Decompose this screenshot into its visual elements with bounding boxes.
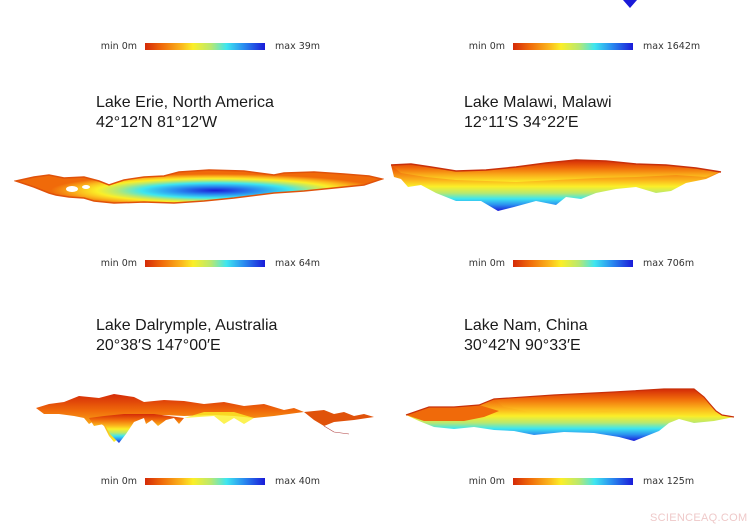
watermark: SCIENCEAQ.COM — [650, 512, 748, 524]
colorbar — [513, 259, 633, 267]
lake-name: Lake Erie, North America — [96, 94, 274, 111]
depth-legend-40m: min 0m max 40m — [101, 474, 320, 488]
legend-min-label: min 0m — [468, 40, 505, 52]
colorbar — [145, 477, 265, 485]
lake-erie-bathymetry — [14, 169, 384, 204]
lake-coordinates: 42°12′N 81°12′W — [96, 114, 218, 131]
depth-legend-39m: min 0m max 39m — [101, 39, 320, 53]
legend-max-label: max 39m — [275, 40, 321, 52]
colorbar — [513, 42, 633, 50]
lake-coordinates: 20°38′S 147°00′E — [96, 337, 221, 354]
legend-min-label: min 0m — [100, 475, 137, 487]
lake-name: Lake Malawi, Malawi — [464, 94, 612, 111]
legend-max-label: max 706m — [643, 257, 695, 269]
lake-malawi-title: Lake Malawi, Malawi 12°11′S 34°22′E — [464, 93, 612, 133]
legend-min-label: min 0m — [100, 257, 137, 269]
legend-max-label: max 125m — [643, 475, 695, 487]
depth-legend-125m: min 0m max 125m — [469, 474, 694, 488]
legend-max-label: max 64m — [275, 257, 321, 269]
lake-coordinates: 12°11′S 34°22′E — [464, 114, 579, 131]
lake-dalrymple-bathymetry — [36, 394, 374, 443]
lake-malawi-bathymetry — [390, 159, 722, 211]
lake-dalrymple-title: Lake Dalrymple, Australia 20°38′S 147°00… — [96, 316, 277, 356]
legend-min-label: min 0m — [468, 475, 505, 487]
legend-max-label: max 40m — [275, 475, 321, 487]
colorbar — [145, 42, 265, 50]
lake-erie-title: Lake Erie, North America 42°12′N 81°12′W — [96, 93, 274, 133]
legend-max-label: max 1642m — [643, 40, 701, 52]
depth-legend-1642m: min 0m max 1642m — [469, 39, 700, 53]
colorbar — [513, 477, 633, 485]
lake-name: Lake Nam, China — [464, 317, 588, 334]
depth-legend-706m: min 0m max 706m — [469, 256, 694, 270]
lake-coordinates: 30°42′N 90°33′E — [464, 337, 581, 354]
lake-nam-bathymetry — [405, 388, 735, 441]
lake-nam-title: Lake Nam, China 30°42′N 90°33′E — [464, 316, 588, 356]
legend-min-label: min 0m — [100, 40, 137, 52]
colorbar — [145, 259, 265, 267]
legend-min-label: min 0m — [468, 257, 505, 269]
lake-malawi-partial-tip — [623, 0, 637, 8]
lake-name: Lake Dalrymple, Australia — [96, 317, 278, 334]
depth-legend-64m: min 0m max 64m — [101, 256, 320, 270]
